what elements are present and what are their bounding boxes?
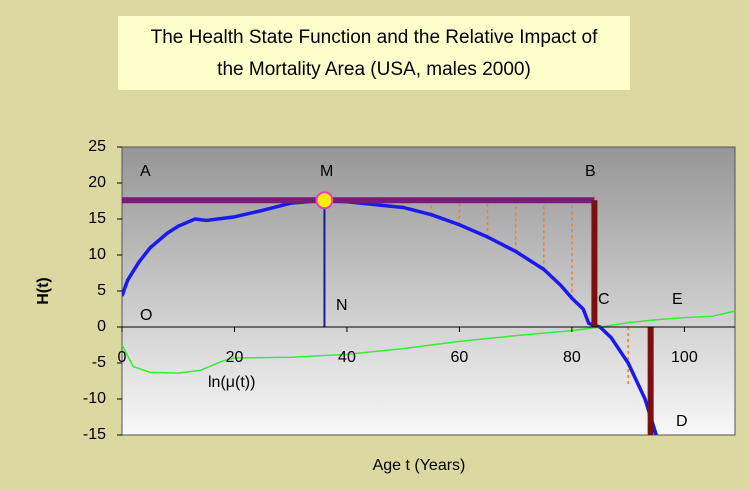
y-tick-label: 10 <box>88 246 106 263</box>
x-tick-label: 20 <box>226 349 244 366</box>
annotation: A <box>140 163 151 180</box>
point-m <box>315 191 334 210</box>
data-line <box>122 310 735 374</box>
x-tick-label: 0 <box>118 349 127 366</box>
chart-title: the Mortality Area (USA, males 2000) <box>217 59 531 80</box>
y-tick-label: 0 <box>97 318 106 335</box>
x-tick-label: 100 <box>671 349 698 366</box>
plot-area <box>121 146 736 436</box>
annotation: B <box>585 163 596 180</box>
y-tick-label: -10 <box>83 390 106 407</box>
y-axis-title: H(t) <box>35 277 52 305</box>
y-tick-label: 25 <box>88 138 106 155</box>
data-line <box>122 198 658 435</box>
annotation: C <box>598 291 610 308</box>
annotation: O <box>140 307 152 324</box>
x-tick-label: 60 <box>451 349 469 366</box>
y-tick-label: -5 <box>92 354 106 371</box>
x-tick-label: 40 <box>338 349 356 366</box>
annotation: D <box>676 413 688 430</box>
annotation: N <box>336 297 348 314</box>
x-axis-title: Age t (Years) <box>373 457 466 474</box>
title-box <box>118 16 630 90</box>
x-tick-label: 80 <box>563 349 581 366</box>
plot-content <box>122 197 735 435</box>
y-tick-label: 5 <box>97 282 106 299</box>
y-tick-label: 15 <box>88 210 106 227</box>
y-tick-label: -15 <box>83 426 106 443</box>
chart-title: The Health State Function and the Relati… <box>151 27 598 48</box>
annotation: ln(μ(t)) <box>208 374 255 391</box>
annotation: M <box>320 163 333 180</box>
annotation: E <box>672 291 683 308</box>
y-tick-label: 20 <box>88 174 106 191</box>
